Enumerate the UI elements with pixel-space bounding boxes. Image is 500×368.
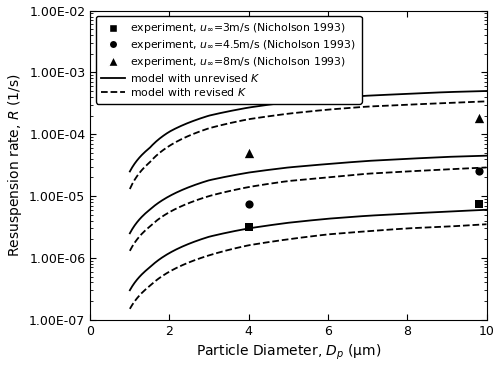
Point [244, 150, 252, 156]
Y-axis label: Resuspension rate, $R$ (1/s): Resuspension rate, $R$ (1/s) [6, 73, 24, 257]
Point [244, 224, 252, 230]
Point [474, 116, 482, 121]
Legend: experiment, $u_\infty$=3m/s (Nicholson 1993), experiment, $u_\infty$=4.5m/s (Nic: experiment, $u_\infty$=3m/s (Nicholson 1… [96, 16, 362, 104]
Point [474, 201, 482, 207]
Point [244, 201, 252, 207]
X-axis label: Particle Diameter, $D_p$ (μm): Particle Diameter, $D_p$ (μm) [196, 343, 381, 362]
Point [474, 169, 482, 174]
